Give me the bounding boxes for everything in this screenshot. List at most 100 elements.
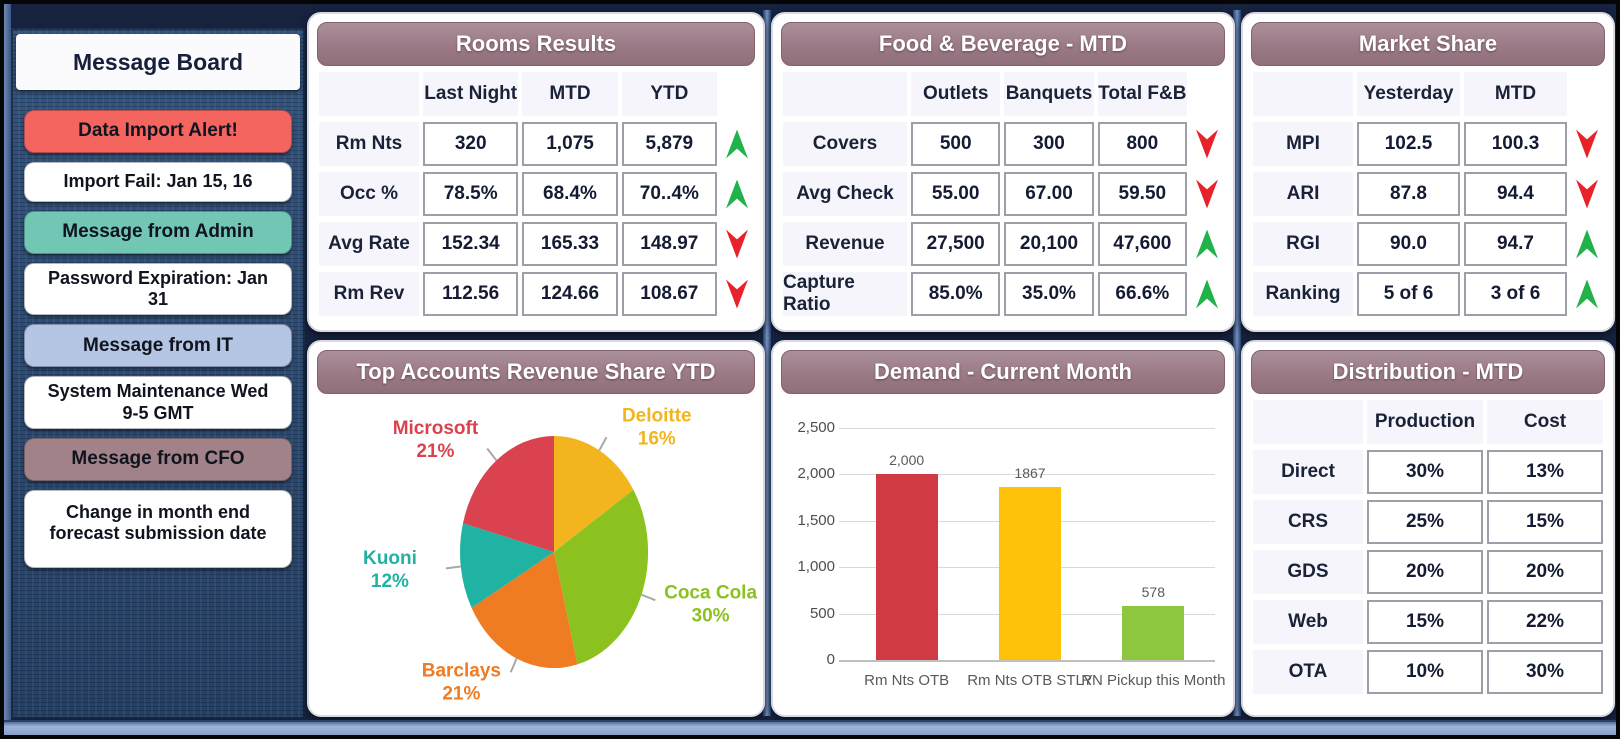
message-item-2[interactable]: Message from Admin [24,211,292,254]
down-arrow-icon [1196,179,1218,209]
value-cell: 5,879 [621,122,717,166]
row-label: GDS [1253,550,1363,594]
value-cell: 165.33 [522,222,618,266]
row-label: ARI [1253,172,1353,216]
message-item-4[interactable]: Message from IT [24,324,292,368]
bar-category-label: RN Pickup this Month [1081,672,1226,689]
value-cell: 108.67 [621,272,717,316]
value-cell: 22% [1487,600,1603,644]
row-label: Occ % [319,172,419,216]
row-label: Covers [783,122,907,166]
pie-slice-coca-cola [554,489,649,665]
value-cell: 100.3 [1464,122,1567,166]
pie-slice-deloitte [554,435,634,552]
bar-value-label: 2,000 [889,452,925,469]
pie-label-connector [598,436,608,451]
trend-cell [1571,122,1603,166]
y-axis-tick: 1,000 [797,558,835,576]
message-item-0[interactable]: Data Import Alert! [24,110,292,153]
row-label: Rm Rev [319,272,419,316]
food-beverage-title: Food & Beverage - MTD [781,22,1225,66]
value-cell: 10% [1367,650,1483,694]
column-header: Total F&B [1097,72,1187,116]
value-cell: 500 [911,122,1001,166]
pie-slice-microsoft [463,436,554,552]
food-beverage-panel: Food & Beverage - MTD Outlets Banquets Tot… [771,12,1235,332]
trend-cell [1191,122,1223,166]
row-label: Avg Rate [319,222,419,266]
value-cell: 148.97 [621,222,717,266]
value-cell: 47,600 [1097,222,1187,266]
pie-slice-barclays [471,552,578,669]
trend-cell [721,122,753,166]
pie-label-connector [445,565,461,570]
top-accounts-panel: Top Accounts Revenue Share YTD Deloitte 1… [307,340,765,717]
food-beverage-table: Outlets Banquets Total F&B Covers 500 300 800 A… [783,72,1223,316]
distribution-panel: Distribution - MTD Production Cost Direct 3… [1241,340,1615,717]
value-cell: 70..4% [621,172,717,216]
row-label: Capture Ratio [783,272,907,316]
pie-slice-kuoni [460,523,554,608]
trend-column-spacer [1571,72,1603,116]
trend-cell [1571,222,1603,266]
message-board-title: Message Board [16,34,300,90]
trend-cell [1191,272,1223,316]
up-arrow-icon [1196,279,1218,309]
column-header: Cost [1487,400,1603,444]
message-item-3[interactable]: Password Expiration: Jan 31 [24,263,292,316]
message-item-6[interactable]: Message from CFO [24,437,292,481]
value-cell: 78.5% [423,172,519,216]
value-cell: 30% [1487,650,1603,694]
value-cell: 85.0% [911,272,1001,316]
pie-label-coca-cola: Coca Cola 30% [664,582,757,626]
row-label: Ranking [1253,272,1353,316]
value-cell: 30% [1367,450,1483,494]
trend-cell [721,172,753,216]
value-cell: 320 [423,122,519,166]
value-cell: 68.4% [522,172,618,216]
bar-value-label: 1867 [1014,464,1046,481]
down-arrow-icon [1196,129,1218,159]
value-cell: 94.7 [1464,222,1567,266]
left-edge-strip [4,4,11,735]
row-label: Direct [1253,450,1363,494]
value-cell: 90.0 [1357,222,1460,266]
trend-column-spacer [1191,72,1223,116]
trend-cell [1191,172,1223,216]
value-cell: 87.8 [1357,172,1460,216]
up-arrow-icon [1196,229,1218,259]
demand-title: Demand - Current Month [781,350,1225,394]
column-header: MTD [522,72,618,116]
up-arrow-icon [1576,279,1598,309]
bottom-strip [4,720,1616,735]
pie-label-connector [641,593,656,602]
up-arrow-icon [726,179,748,209]
value-cell: 102.5 [1357,122,1460,166]
row-label: RGI [1253,222,1353,266]
message-list: Data Import Alert! Import Fail: Jan 15, 1… [11,90,305,568]
top-accounts-title: Top Accounts Revenue Share YTD [317,350,755,394]
bar-rm-nts-otb [875,474,938,660]
value-cell: 124.66 [522,272,618,316]
trend-cell [1571,172,1603,216]
demand-panel: Demand - Current Month 0 500 1,000 1,500 2,0… [771,340,1235,717]
corner-cell [319,72,419,116]
value-cell: 13% [1487,450,1603,494]
row-label: Rm Nts [319,122,419,166]
bar-rn-pickup-this-month [1122,606,1185,660]
y-axis-tick: 2,500 [797,419,835,436]
corner-cell [783,72,907,116]
trend-cell [721,222,753,266]
column-header: YTD [621,72,717,116]
pie-label-barclays: Barclays 21% [422,660,501,704]
message-item-5[interactable]: System Maintenance Wed 9-5 GMT [24,376,292,429]
up-arrow-icon [726,129,748,159]
market-share-title: Market Share [1251,22,1605,66]
message-item-1[interactable]: Import Fail: Jan 15, 16 [24,162,292,202]
y-axis-tick: 2,000 [797,465,835,483]
bar-rm-nts-otb-stly [999,486,1061,660]
message-item-7[interactable]: Change in month end forecast submission … [24,489,292,568]
value-cell: 55.00 [911,172,1001,216]
column-header: Outlets [911,72,1001,116]
